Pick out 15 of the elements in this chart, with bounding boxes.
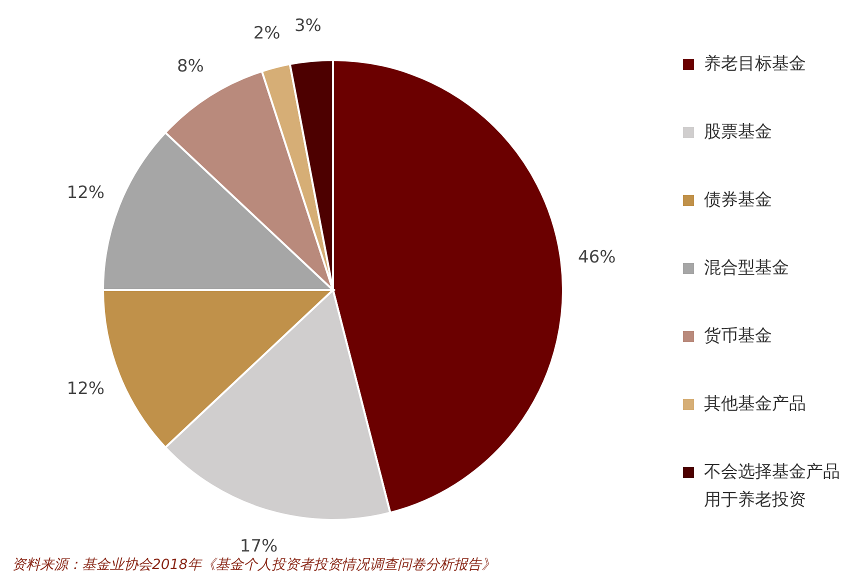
data-label: 46%: [578, 248, 616, 268]
legend-label: 混合型基金: [704, 257, 789, 280]
data-label: 8%: [176, 56, 204, 76]
data-label: 17%: [240, 536, 278, 556]
legend-label: 其他基金产品: [704, 393, 806, 416]
legend-label: 养老目标基金: [704, 53, 806, 76]
data-label: 12%: [66, 378, 105, 399]
legend-label: 货币基金: [704, 325, 772, 348]
legend-label: 不会选择基金产品用于养老投资: [704, 461, 841, 512]
data-label: 3%: [294, 16, 322, 36]
legend-label: 股票基金: [704, 121, 772, 144]
data-label: 2%: [253, 23, 280, 44]
text: 资料来源：基金业协会2018年《基金个人投资者投资情况调查问卷分析报告》: [12, 556, 496, 574]
data-label: 12%: [66, 183, 105, 204]
legend-label: 债券基金: [704, 189, 772, 212]
